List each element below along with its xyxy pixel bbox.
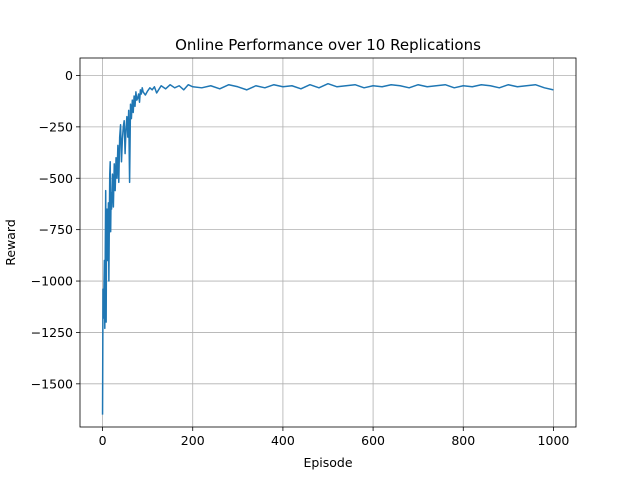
plot-frame: [79, 57, 577, 428]
chart-title: Online Performance over 10 Replications: [175, 36, 481, 54]
y-tick-label: −750: [39, 222, 73, 237]
x-axis-label: Episode: [303, 455, 352, 470]
x-tick-label: 200: [181, 433, 205, 448]
y-tick-label: −1500: [31, 376, 73, 391]
y-tick-label: −1000: [31, 274, 73, 289]
x-tick-label: 1000: [538, 433, 570, 448]
x-tick-label: 600: [361, 433, 385, 448]
x-tick-label: 400: [271, 433, 295, 448]
grid-lines: [80, 58, 576, 427]
y-tick-label: −250: [39, 119, 73, 134]
y-axis-label: Reward: [3, 219, 18, 266]
y-tick-label: −1250: [31, 325, 73, 340]
y-tick-label: −500: [39, 171, 73, 186]
y-tick-label: 0: [65, 68, 73, 83]
axis-ticks: 0 200 400 600 800 1000 0 −250 −500 −750 −1000 −1250…: [31, 68, 570, 448]
x-tick-label: 0: [99, 433, 107, 448]
reward-series-line: [101, 82, 554, 415]
data-layer: [101, 82, 554, 415]
x-tick-label: 800: [451, 433, 475, 448]
